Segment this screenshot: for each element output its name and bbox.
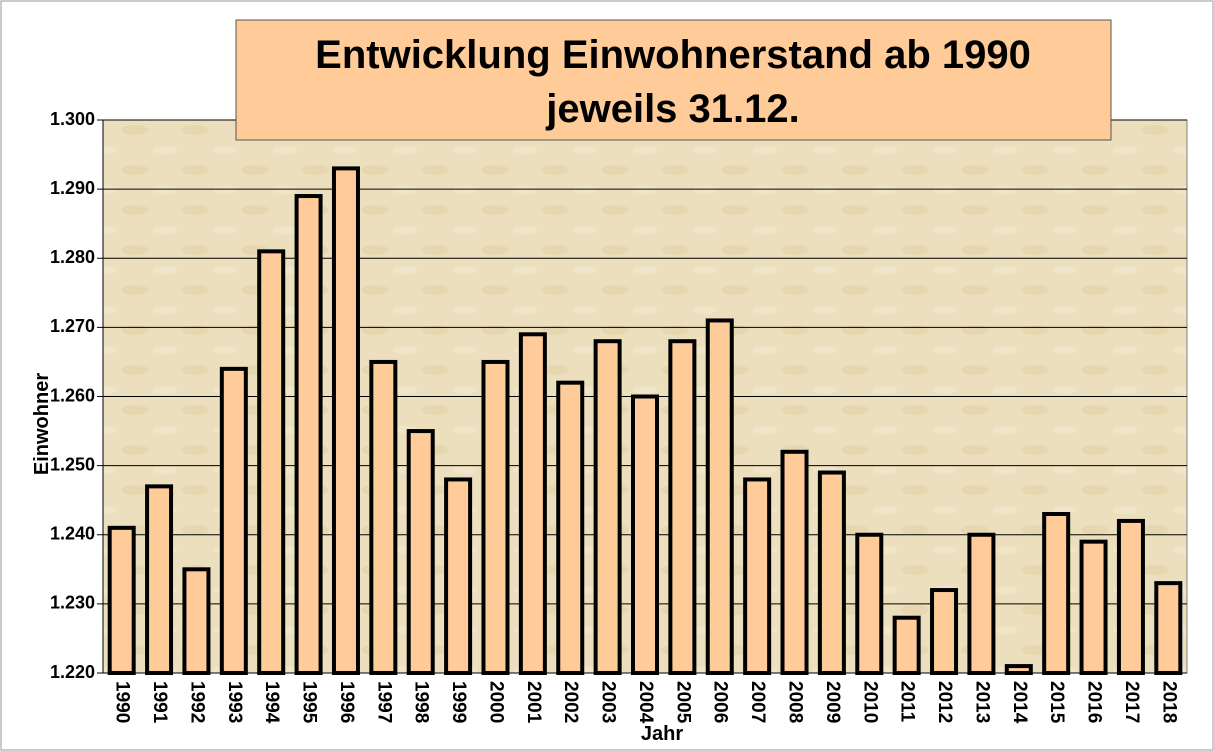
x-tick-label: 2000 (485, 681, 506, 723)
x-tick-label: 1991 (149, 681, 170, 724)
bar (406, 429, 435, 675)
bar (631, 394, 659, 675)
x-tick-label: 2016 (1084, 681, 1105, 723)
x-tick-label: 2012 (934, 681, 955, 723)
bar (182, 567, 211, 675)
x-tick-label: 1990 (112, 681, 133, 723)
x-tick-label: 2011 (897, 681, 918, 723)
bar (593, 339, 622, 675)
x-tick-label: 2001 (523, 681, 544, 724)
x-tick-label: 1997 (373, 681, 394, 723)
bar (257, 249, 286, 675)
bar (817, 470, 846, 675)
y-tick-label: 1.280 (50, 247, 95, 267)
bar (481, 359, 510, 675)
x-tick-label: 1995 (299, 681, 320, 724)
bar (705, 318, 734, 675)
bar (1004, 664, 1033, 676)
bar (145, 484, 174, 675)
y-tick-label: 1.240 (50, 524, 95, 544)
x-tick-label: 2009 (822, 681, 843, 723)
bar (743, 477, 772, 676)
x-tick-label: 1993 (224, 681, 245, 723)
x-tick-label: 2015 (1046, 681, 1067, 724)
y-tick-label: 1.260 (50, 385, 95, 405)
y-tick-label: 1.290 (50, 178, 95, 198)
x-tick-label: 2003 (598, 681, 619, 723)
x-tick-label: 2017 (1121, 681, 1142, 723)
y-axis-label: Einwohner (31, 373, 53, 475)
bar (331, 166, 360, 675)
y-tick-label: 1.270 (50, 316, 95, 336)
x-tick-label: 1999 (448, 681, 469, 723)
bar (1079, 539, 1108, 675)
y-tick-label: 1.250 (50, 454, 95, 474)
x-tick-label: 2006 (710, 681, 731, 723)
bar (107, 525, 136, 676)
x-tick-label: 1998 (411, 681, 432, 723)
y-tick-label: 1.300 (50, 109, 95, 129)
bar (556, 380, 585, 675)
y-tick-label: 1.230 (50, 593, 95, 613)
bar (294, 194, 323, 675)
bar (1116, 518, 1145, 675)
x-tick-label: 2014 (1009, 681, 1030, 724)
bar (780, 449, 809, 675)
title-box (235, 19, 1112, 141)
chart-title: jeweils 31.12. (545, 87, 800, 131)
x-tick-label: 2007 (747, 681, 768, 723)
bar (1042, 512, 1071, 676)
bar (967, 532, 996, 675)
x-tick-label: 1996 (336, 681, 357, 723)
y-tick-label: 1.220 (50, 662, 95, 682)
bar (444, 477, 473, 676)
x-tick-label: 2010 (859, 681, 880, 723)
bar (219, 366, 248, 675)
bar (668, 339, 697, 675)
x-tick-label: 2002 (560, 681, 581, 723)
bar (855, 532, 884, 675)
bar (369, 359, 398, 675)
bar (1154, 581, 1183, 676)
bar (518, 332, 547, 675)
bar (930, 588, 959, 675)
x-tick-label: 1992 (186, 681, 207, 723)
x-axis-label: Jahr (641, 723, 683, 745)
x-tick-label: 2013 (971, 681, 992, 723)
x-tick-label: 1994 (261, 681, 282, 724)
bar (892, 615, 921, 676)
x-tick-label: 2004 (635, 681, 656, 724)
chart-title: Entwicklung Einwohnerstand ab 1990 (315, 33, 1031, 77)
x-tick-label: 2018 (1158, 681, 1179, 723)
x-tick-label: 2008 (785, 681, 806, 723)
x-tick-label: 2005 (672, 681, 693, 724)
